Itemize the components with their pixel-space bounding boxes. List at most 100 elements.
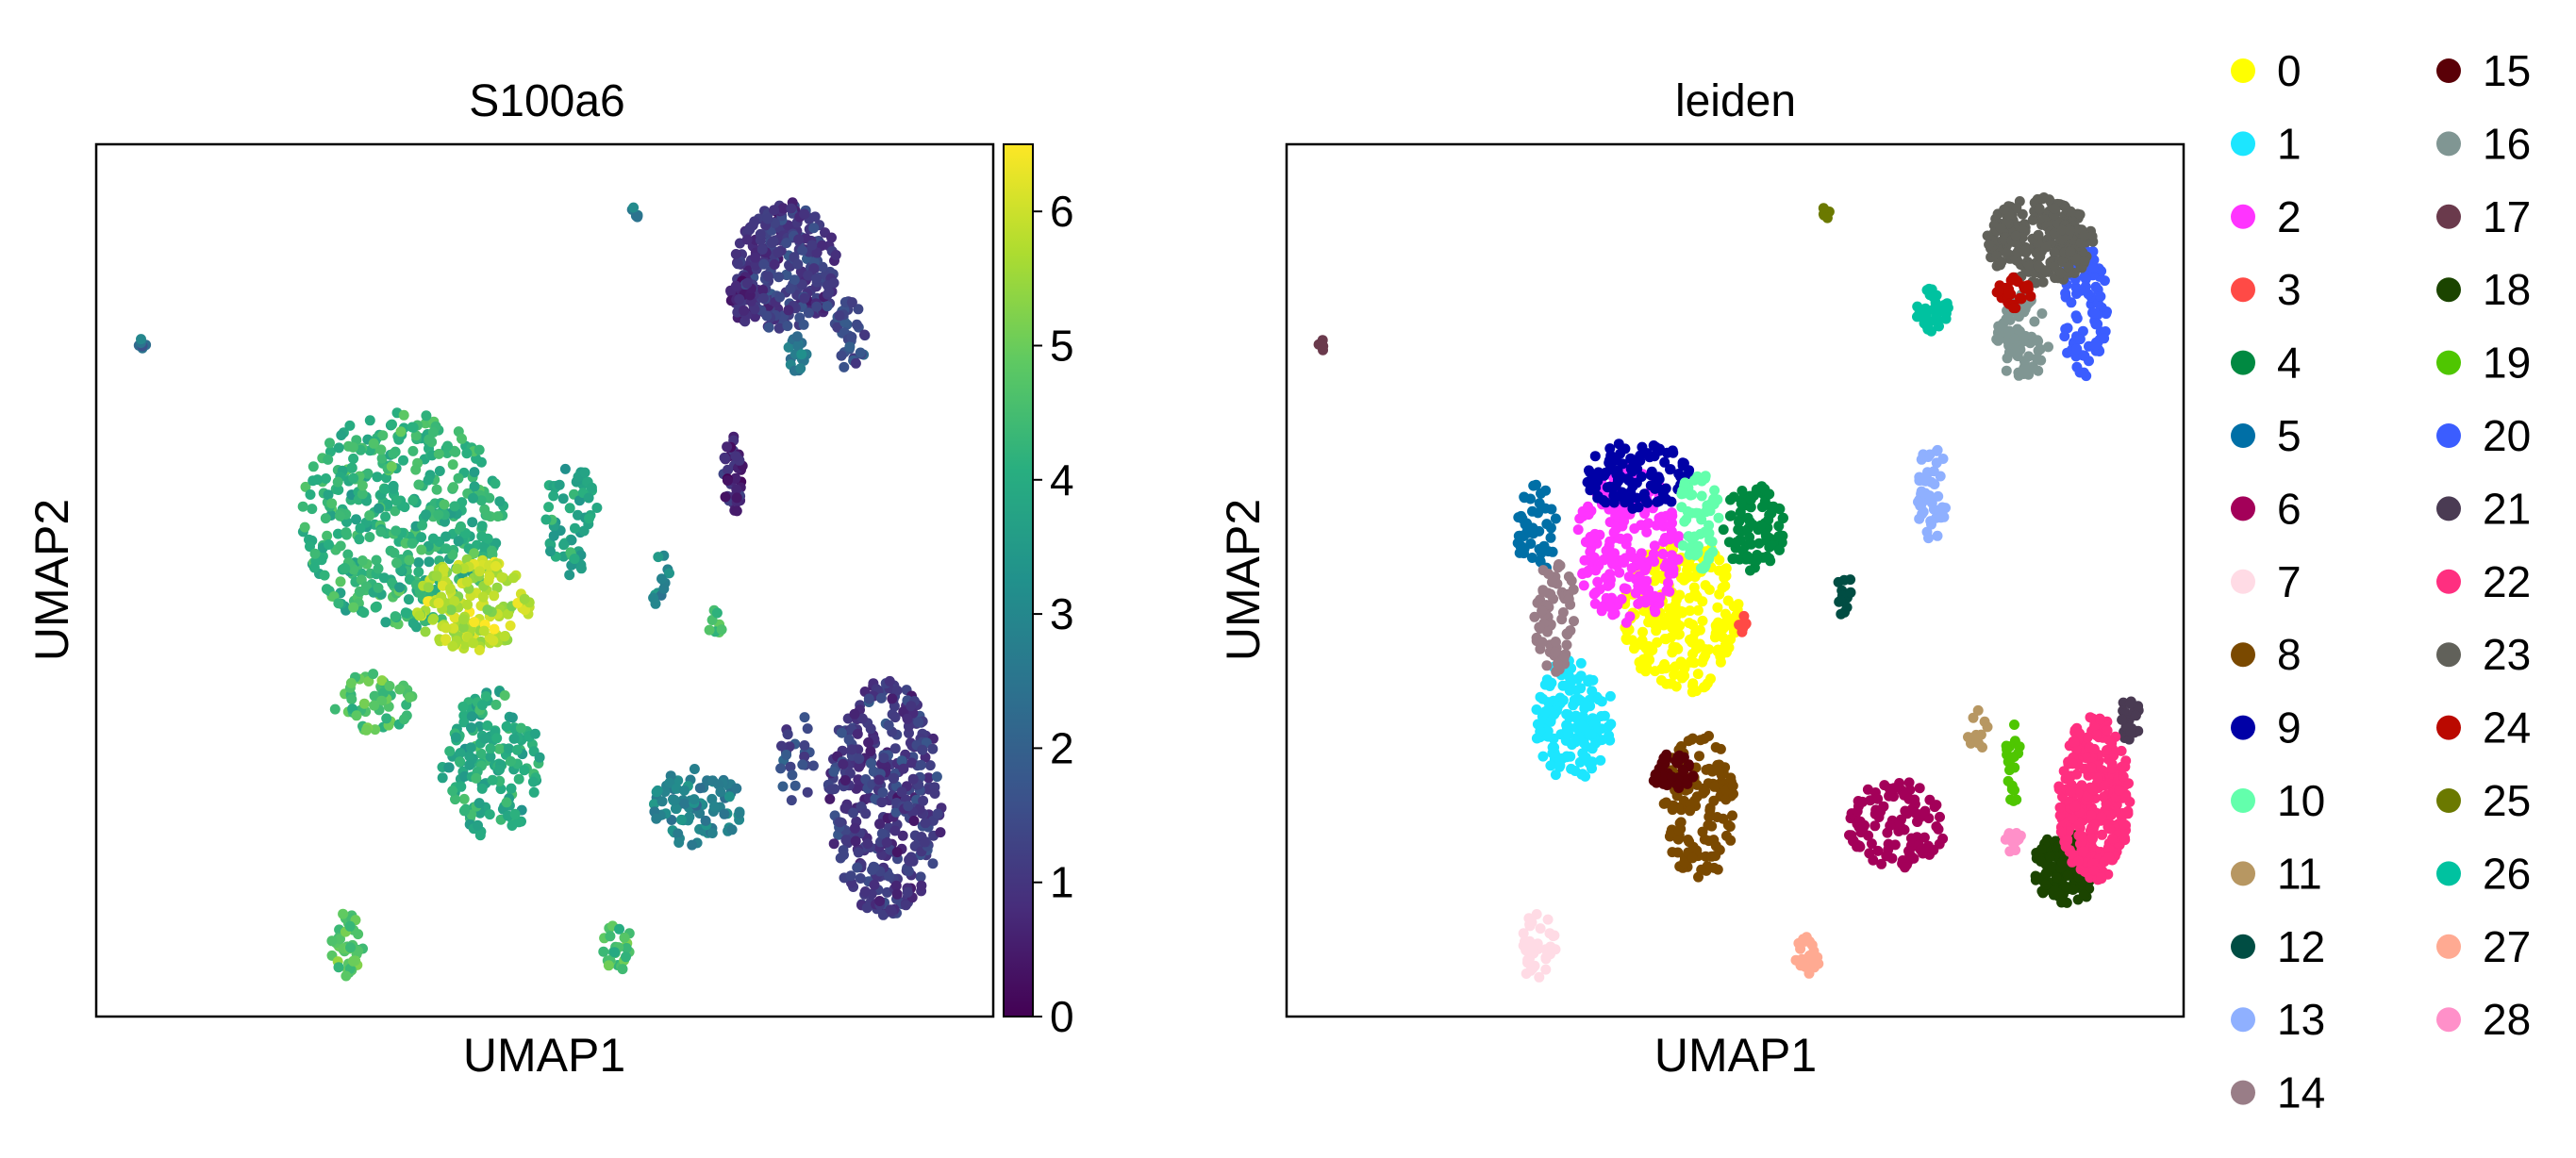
legend-label: 10 [2277,776,2325,825]
scatter-point [2004,765,2015,776]
scatter-point [2024,260,2036,272]
scatter-point [1914,783,1925,794]
scatter-point [2027,361,2038,372]
scatter-point [720,491,731,503]
scatter-point [855,873,866,884]
scatter-point [1667,804,1678,816]
scatter-point [1888,791,1899,802]
scatter-point [1677,457,1688,469]
scatter-point [836,727,847,738]
scatter-point [1900,862,1910,873]
scatter-point [1674,589,1686,601]
scatter-point [2072,855,2084,867]
scatter-point [1518,928,1529,939]
scatter-point [407,538,418,549]
scatter-point [1872,845,1884,856]
scatter-point [2062,869,2073,881]
scatter-point [371,554,382,566]
scatter-point [379,484,391,495]
scatter-point [342,549,354,560]
scatter-point [1536,488,1546,499]
scatter-point [2029,316,2040,327]
scatter-point [1931,457,1942,469]
scatter-point [2045,852,2056,863]
scatter-point [1938,302,1950,313]
scatter-point [889,712,901,723]
scatter-point [2071,343,2083,355]
scatter-point [881,836,892,848]
scatter-point [2103,852,2115,863]
scatter-point [1604,735,1616,746]
scatter-point [1644,654,1655,666]
legend-label: 27 [2483,922,2531,971]
colorbar: 0 1 2 3 4 5 6 [1003,143,1074,1041]
scatter-point [787,769,798,781]
scatter-point [305,541,315,553]
scatter-point [351,710,362,721]
scatter-point [1933,490,1944,502]
scatter-point [442,440,453,452]
scatter-point [457,433,467,444]
scatter-point [1917,508,1928,520]
scatter-point [491,582,503,593]
scatter-point [1727,810,1737,821]
scatter-point [1315,339,1326,351]
scatter-point [583,492,594,504]
scatter-point [2065,786,2076,798]
scatter-point [324,438,335,449]
scatter-point [762,271,773,282]
scatter-point [1710,628,1721,639]
scatter-point [2035,251,2046,262]
scatter-point [345,677,357,688]
scatter-point [777,781,789,792]
scatter-point [2049,247,2060,257]
scatter-point [2070,253,2082,264]
scatter-point [1713,565,1724,576]
scatter-point [1599,710,1610,721]
legend-marker [2436,277,2461,303]
scatter-point [1714,588,1725,600]
scatter-point [2014,325,2025,337]
scatter-point [1745,502,1756,513]
scatter-point [1595,754,1606,766]
scatter-point [319,570,330,581]
legend-marker [2436,350,2461,375]
scatter-point [1617,487,1627,498]
scatter-point [797,244,808,256]
scatter-point [1720,830,1732,841]
legend-marker [2436,569,2461,594]
scatter-point [2016,293,2027,305]
scatter-point [927,858,939,869]
scatter-point [348,602,359,613]
scatter-point [865,758,876,769]
scatter-point [1921,285,1933,296]
scatter-point [2010,845,2021,855]
scatter-point [527,776,539,787]
scatter-point [2034,203,2045,214]
scatter-point [1620,443,1631,455]
scatter-point [826,232,837,243]
scatter-point [789,780,801,791]
scatter-point [494,496,506,507]
scatter-point [1627,552,1638,563]
scatter-point [1723,537,1735,548]
scatter-point [1545,716,1556,727]
scatter-point [1673,469,1685,479]
scatter-point [427,427,439,438]
scatter-point [326,498,338,509]
scatter-point [1545,760,1556,771]
scatter-point [482,604,493,616]
scatter-point [1649,540,1660,552]
scatter-point [1568,584,1579,595]
scatter-point [922,772,934,784]
scatter-point [1679,477,1690,488]
scatter-point [348,472,359,484]
scatter-point [423,582,434,593]
scatter-point [1678,574,1689,586]
scatter-point [907,773,919,785]
scatter-point [1524,935,1536,947]
scatter-point [852,728,863,739]
scatter-point [1745,494,1756,505]
scatter-point [830,249,841,260]
scatter-point [427,533,439,544]
